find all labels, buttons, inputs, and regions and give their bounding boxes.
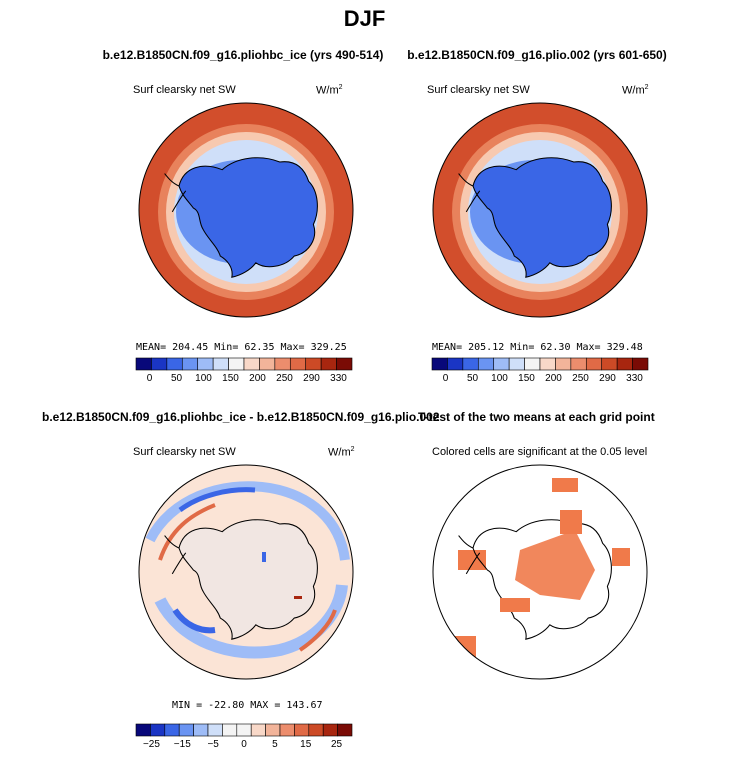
panel-4-map [432,464,648,680]
colorbar-swatch [259,357,276,371]
panel-3-map [138,464,354,680]
colorbar-swatch [274,357,291,371]
colorbar-tick-label: 290 [599,373,616,384]
colorbar-swatch [555,357,572,371]
colorbar-tick-label: 0 [147,373,153,384]
colorbar-swatch [135,723,151,737]
colorbar-1: 0 50 100 150 200 250 290 330 [135,357,353,384]
colorbar-swatch [305,357,322,371]
panel-1-variable: Surf clearsky net SW [133,84,236,96]
colorbar-swatch [524,357,541,371]
colorbar-tick-label: 290 [303,373,320,384]
colorbar-swatch [197,357,214,371]
panel-1-map [138,102,354,318]
colorbar-swatch [150,723,166,737]
colorbar-tick-label: 250 [572,373,589,384]
panel-2-units: W/m2 [622,84,649,97]
colorbar-swatch [322,723,338,737]
colorbar-swatch [178,723,194,737]
colorbar-swatch [539,357,556,371]
colorbar-tick-label: 250 [276,373,293,384]
colorbar-swatch [294,723,310,737]
colorbar-swatch [222,723,238,737]
colorbar-swatch [632,357,649,371]
panel-4-title: T-test of the two means at each grid poi… [418,410,655,424]
colorbar-swatch [570,357,587,371]
colorbar-swatch [585,357,603,371]
panel-3-title: b.e12.B1850CN.f09_g16.pliohbc_ice - b.e1… [42,410,440,424]
colorbar-tick-label: 330 [626,373,643,384]
panel-4-variable: Colored cells are significant at the 0.0… [432,446,648,458]
panel-3-stats: MIN = -22.80 MAX = 143.67 [172,700,323,711]
colorbar-swatch [212,357,229,371]
panel-2-stats: MEAN= 205.12 Min= 62.30 Max= 329.48 [432,342,643,353]
colorbar-swatch [447,357,464,371]
panel-2-variable: Surf clearsky net SW [427,84,530,96]
colorbar-swatch [462,357,479,371]
colorbar-swatch [616,357,633,371]
colorbar-tick-label: 25 [331,739,343,750]
colorbar-swatch [289,357,307,371]
colorbar-swatch [431,357,448,371]
panel-2-title: b.e12.B1850CN.f09_g16.plio.002 (yrs 601-… [407,48,667,62]
colorbar-swatch [243,357,260,371]
panel-1-title: b.e12.B1850CN.f09_g16.pliohbc_ice (yrs 4… [102,48,384,62]
colorbar-swatch [151,357,168,371]
colorbar-tick-label: −15 [174,739,191,750]
panel-1-units: W/m2 [316,84,343,97]
colorbar-tick-label: 150 [518,373,535,384]
colorbar-swatch [166,357,183,371]
colorbar-tick-label: 15 [300,739,312,750]
colorbar-swatch [493,357,510,371]
colorbar-tick-label: 200 [545,373,562,384]
colorbar-swatch [337,723,353,737]
colorbar-swatch [508,357,525,371]
colorbar-tick-label: 150 [222,373,239,384]
colorbar-tick-label: 0 [241,739,247,750]
colorbar-swatch [250,723,266,737]
colorbar-2: 0 50 100 150 200 250 290 330 [431,357,649,384]
colorbar-swatch [477,357,495,371]
colorbar-swatch [601,357,618,371]
colorbar-swatch [193,723,209,737]
colorbar-tick-label: −5 [207,739,219,750]
colorbar-tick-label: 50 [171,373,183,384]
page-title: DJF [343,6,386,31]
colorbar-swatch [207,723,223,737]
panel-3-units: W/m2 [328,446,355,459]
colorbar-tick-label: 50 [467,373,479,384]
colorbar-3: −25 −15 −5 0 5 15 25 [135,723,353,750]
panel-2-map [432,102,648,318]
colorbar-tick-label: 0 [443,373,449,384]
colorbar-swatch [181,357,199,371]
colorbar-swatch [279,723,295,737]
colorbar-tick-label: 100 [491,373,508,384]
colorbar-swatch [320,357,337,371]
panel-3-variable: Surf clearsky net SW [133,446,236,458]
colorbar-swatch [164,723,180,737]
colorbar-swatch [135,357,152,371]
colorbar-swatch [336,357,353,371]
colorbar-swatch [236,723,252,737]
colorbar-swatch [265,723,281,737]
colorbar-swatch [228,357,245,371]
panel-1-stats: MEAN= 204.45 Min= 62.35 Max= 329.25 [136,342,347,353]
colorbar-tick-label: −25 [143,739,160,750]
colorbar-tick-label: 100 [195,373,212,384]
colorbar-tick-label: 330 [330,373,347,384]
colorbar-tick-label: 5 [272,739,278,750]
colorbar-tick-label: 200 [249,373,266,384]
colorbar-swatch [308,723,324,737]
